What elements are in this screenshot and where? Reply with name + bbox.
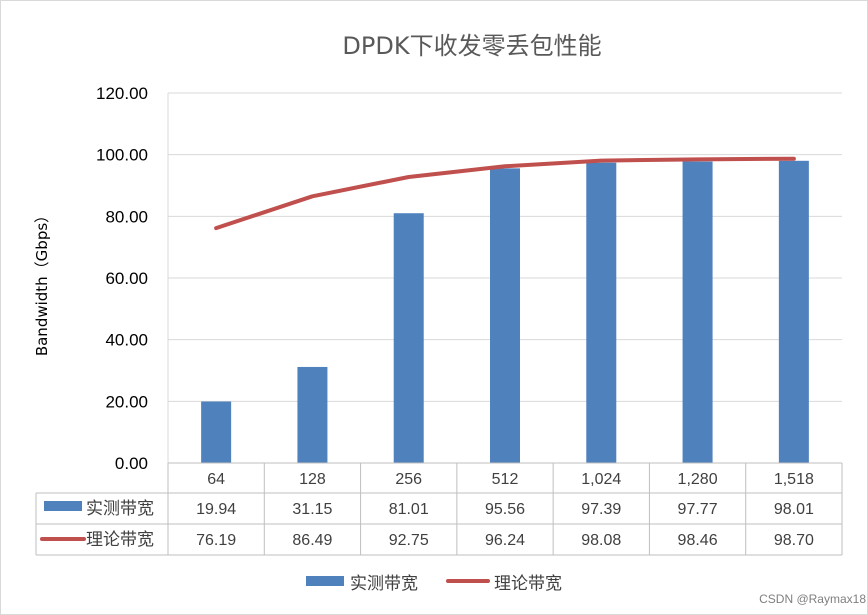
y-axis-ticks: 0.00 20.00 40.00 60.00 80.00 100.00 120.00	[96, 84, 148, 473]
table-series-name: 理论带宽	[86, 530, 154, 550]
bar	[297, 366, 328, 463]
category-label: 1,024	[581, 471, 621, 488]
table-cell: 96.24	[485, 532, 525, 549]
table-cell: 95.56	[485, 501, 525, 518]
category-label: 1,280	[678, 471, 718, 488]
y-tick-label: 120.00	[96, 84, 148, 103]
table-cell: 98.08	[581, 532, 621, 549]
chart-title: DPDK下收发零丢包性能	[342, 32, 601, 60]
data-table: 64 128 256 512 1,024 1,280 1,518 实测带宽 19.94 31.15…	[35, 462, 843, 556]
bar	[682, 161, 713, 464]
bar	[490, 168, 520, 463]
y-tick-label: 0.00	[115, 454, 148, 473]
table-cell: 97.77	[678, 501, 718, 518]
y-tick-label: 20.00	[105, 392, 148, 411]
category-label: 128	[299, 471, 326, 488]
category-label: 1,518	[774, 471, 814, 488]
category-label: 64	[207, 471, 225, 488]
table-cell: 98.01	[774, 501, 814, 518]
table-cell: 31.15	[292, 501, 332, 518]
category-label: 512	[492, 471, 519, 488]
table-key-bar	[44, 501, 82, 511]
bar-series	[201, 160, 809, 464]
y-tick-label: 40.00	[105, 331, 148, 350]
table-cell: 19.94	[196, 501, 236, 518]
watermark: CSDN @Raymax18	[759, 592, 866, 606]
bar	[586, 162, 617, 463]
bar	[201, 401, 232, 463]
legend-label: 理论带宽	[494, 574, 562, 594]
category-label: 256	[395, 471, 422, 488]
legend-swatch-bar	[306, 576, 344, 586]
table-cell: 98.70	[774, 532, 814, 549]
table-cell: 98.46	[678, 532, 718, 549]
bar	[393, 213, 424, 463]
y-axis-label: Bandwidth（Gbps）	[33, 208, 51, 356]
y-tick-label: 100.00	[96, 146, 148, 165]
table-cell: 76.19	[196, 532, 236, 549]
table-series-name: 实测带宽	[86, 499, 154, 519]
table-cell: 97.39	[581, 501, 621, 518]
legend-label: 实测带宽	[350, 574, 418, 594]
table-cell: 92.75	[389, 532, 429, 549]
y-tick-label: 80.00	[105, 207, 148, 226]
table-cell: 86.49	[292, 532, 332, 549]
bar	[778, 160, 809, 464]
y-tick-label: 60.00	[105, 269, 148, 288]
legend: 实测带宽 理论带宽	[306, 574, 562, 594]
series-line	[214, 156, 796, 231]
line-series	[214, 156, 796, 231]
table-cell: 81.01	[389, 501, 429, 518]
